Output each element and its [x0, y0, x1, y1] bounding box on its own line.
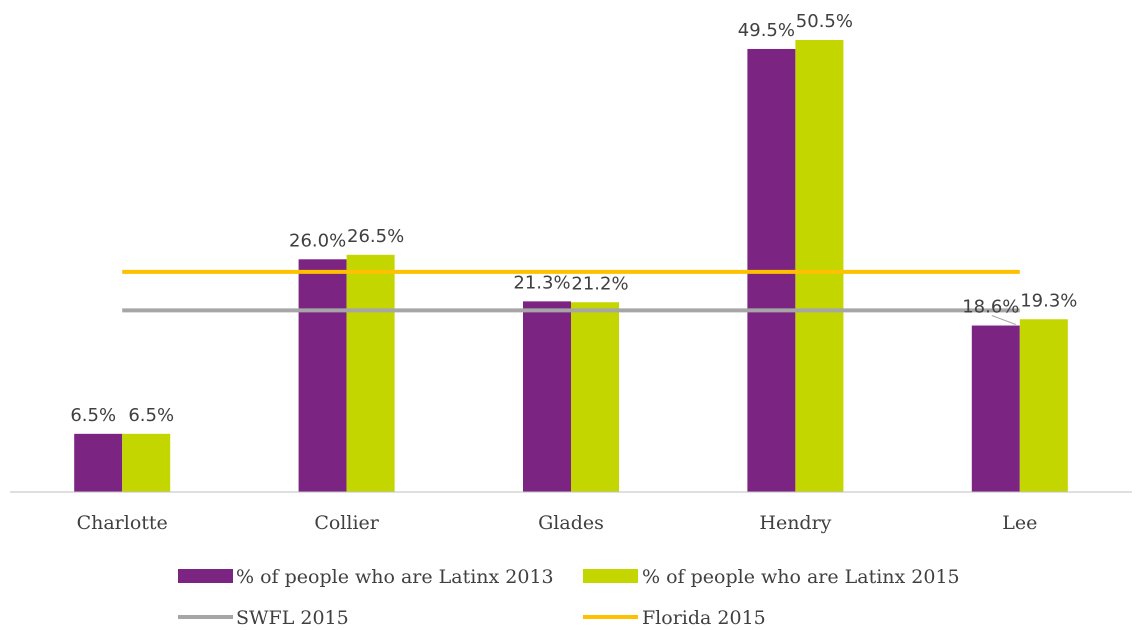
- reference-lines-layer: [122, 269, 1020, 313]
- data-label-collier-2015: 26.5%: [347, 226, 404, 247]
- data-label-charlotte-2013: 6.5%: [70, 405, 116, 426]
- bars-layer: [74, 40, 1068, 493]
- legend-label-series-2013: % of people who are Latinx 2013: [236, 566, 554, 588]
- category-labels-layer: Charlotte Collier Glades Hendry Lee: [77, 512, 1038, 534]
- bar-glades-2013: [523, 301, 571, 492]
- category-label-collier: Collier: [314, 512, 379, 534]
- legend-swatch-series-2013: [178, 569, 233, 583]
- data-label-lee-2013: 18.6%: [962, 297, 1019, 318]
- legend-swatch-series-2015: [583, 569, 638, 583]
- legend-label-florida-2015: Florida 2015: [642, 607, 766, 629]
- legend: % of people who are Latinx 2013 % of peo…: [178, 566, 960, 629]
- legend-label-series-2015: % of people who are Latinx 2015: [642, 566, 960, 588]
- data-label-hendry-2013: 49.5%: [738, 20, 795, 41]
- data-label-charlotte-2015: 6.5%: [128, 405, 174, 426]
- leader-layer: [991, 315, 1016, 325]
- data-label-lee-2015: 19.3%: [1020, 290, 1077, 311]
- bar-charlotte-2013: [74, 433, 123, 492]
- data-labels-layer: 6.5% 6.5% 26.0% 26.5% 21.3% 21.2% 49.5% 50.5% 18…: [70, 11, 1077, 426]
- category-label-lee: Lee: [1002, 512, 1037, 534]
- legend-swatch-swfl-2015: [178, 615, 233, 619]
- data-label-glades-2013: 21.3%: [513, 272, 570, 293]
- data-label-hendry-2015: 50.5%: [796, 11, 853, 32]
- data-label-collier-2013: 26.0%: [289, 230, 346, 251]
- bar-collier-2013: [298, 259, 347, 492]
- data-label-glades-2015: 21.2%: [571, 273, 628, 294]
- bar-glades-2015: [571, 302, 619, 492]
- category-label-glades: Glades: [538, 512, 604, 534]
- bar-lee-2013: [971, 325, 1020, 492]
- category-label-charlotte: Charlotte: [77, 512, 168, 534]
- bar-hendry-2015: [795, 40, 844, 493]
- leader-line-lee: [991, 315, 1016, 325]
- legend-swatch-florida-2015: [583, 615, 638, 619]
- bar-collier-2015: [346, 254, 395, 492]
- bar-charlotte-2015: [122, 433, 171, 492]
- category-label-hendry: Hendry: [759, 512, 831, 534]
- legend-label-swfl-2015: SWFL 2015: [236, 607, 349, 629]
- bar-lee-2015: [1019, 319, 1068, 492]
